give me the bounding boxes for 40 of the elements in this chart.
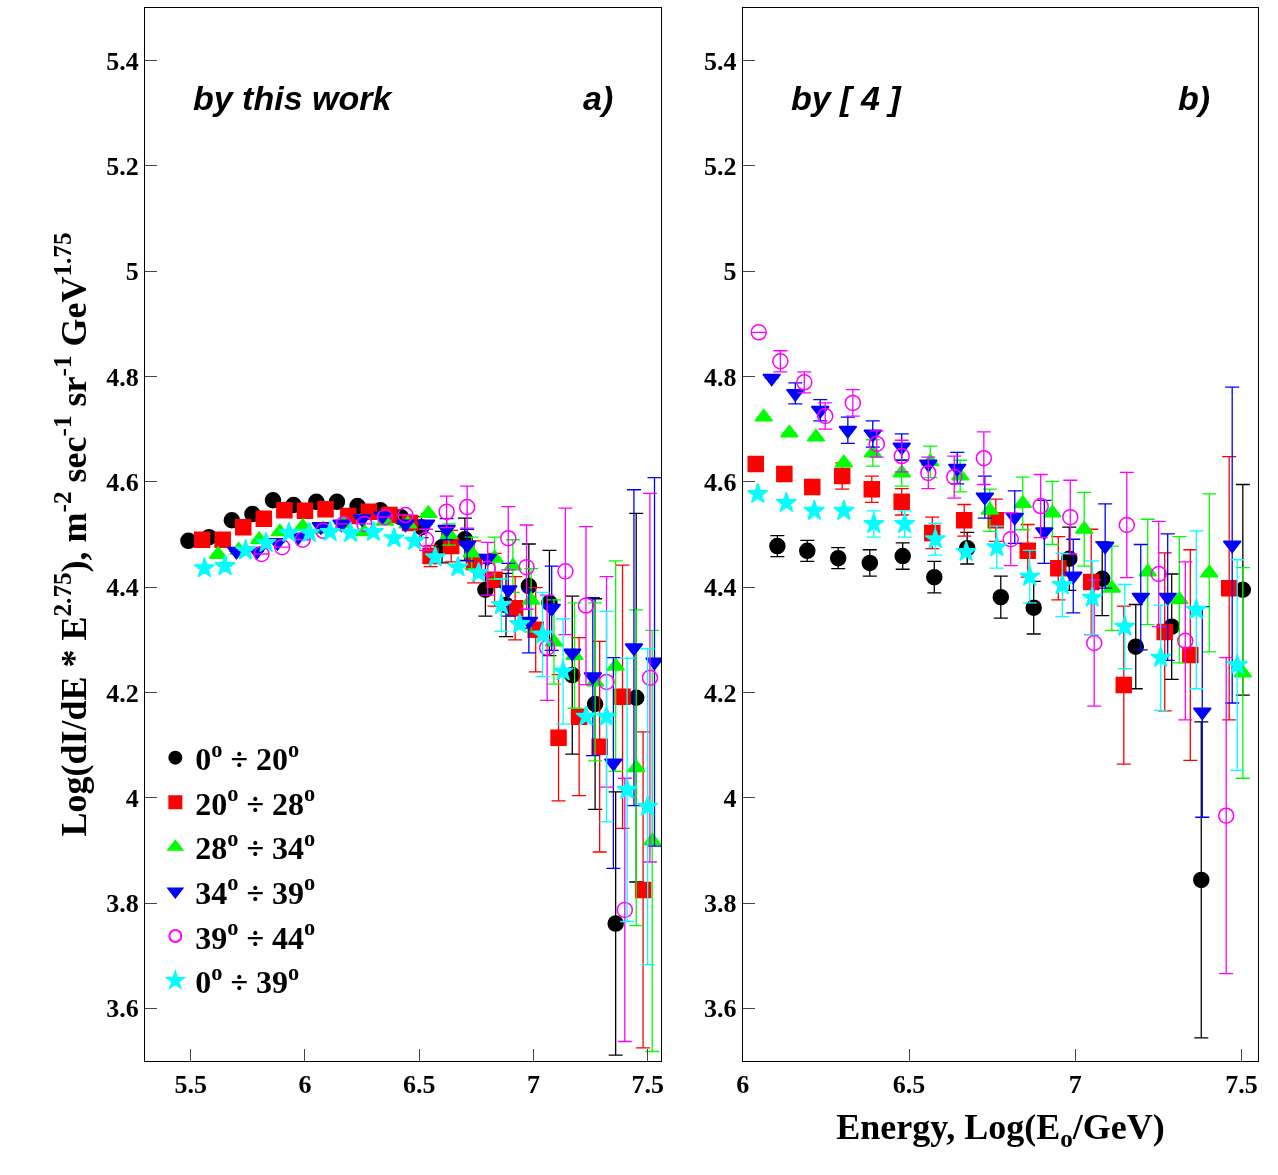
y-tick-label: 4.2 [703, 678, 737, 708]
y-tick-label: 4 [723, 783, 737, 813]
y-tick-label: 5.4 [703, 46, 737, 76]
y-tick-label: 3.6 [106, 994, 139, 1024]
x-tick-label: 5.5 [174, 1070, 207, 1100]
x-tick-label: 7 [526, 1070, 540, 1100]
y-tick-label: 5.2 [703, 152, 737, 182]
y-tick-label: 4.4 [106, 573, 139, 603]
y-tick-label: 4.6 [106, 467, 139, 497]
legend-label: 20$^{o}$ ÷ 28$^{o}$ [195, 781, 316, 822]
x-tick-label: 6 [736, 1070, 750, 1100]
y-tick-label: 3.6 [703, 994, 737, 1024]
y-tick-label: 4.2 [106, 678, 139, 708]
y-tick-label: 4.6 [703, 467, 737, 497]
legend-label: 0$^{o}$ ÷ 39$^{o}$ [195, 959, 300, 1001]
y-tick-label: 4 [125, 783, 139, 813]
y-tick-label: 5.4 [106, 46, 139, 76]
annotation: b) [1178, 79, 1211, 117]
legend-label: 28$^{o}$ ÷ 34$^{o}$ [195, 825, 316, 867]
y-tick-label: 5.2 [106, 152, 139, 182]
legend-label: 39$^{o}$ ÷ 44$^{o}$ [195, 915, 316, 956]
x-tick-label: 7.5 [1225, 1070, 1258, 1100]
annotation: by [ 4 ] [791, 79, 903, 117]
x-tick-label: 7 [1068, 1070, 1082, 1100]
legend-label: 34$^{o}$ ÷ 39$^{o}$ [195, 870, 316, 911]
x-tick-label: 6.5 [402, 1070, 436, 1100]
y-tick-label: 4.4 [703, 573, 737, 603]
x-tick-label: 7.5 [631, 1070, 664, 1100]
x-axis-title: Energy, Log(E$_{o}$/GeV) [836, 1107, 1165, 1152]
y-tick-label: 3.8 [703, 889, 737, 919]
annotation: a) [583, 79, 614, 117]
y-tick-label: 4.8 [703, 362, 737, 392]
legend-label: 0$^{o}$ ÷ 20$^{o}$ [195, 736, 300, 778]
y-tick-label: 5 [125, 257, 139, 287]
y-tick-label: 5 [723, 257, 737, 287]
y-tick-label: 3.8 [106, 889, 139, 919]
x-tick-label: 6.5 [892, 1070, 926, 1100]
y-tick-label: 4.8 [106, 362, 139, 392]
annotation: by this work [193, 79, 394, 117]
x-tick-label: 6 [298, 1070, 312, 1100]
